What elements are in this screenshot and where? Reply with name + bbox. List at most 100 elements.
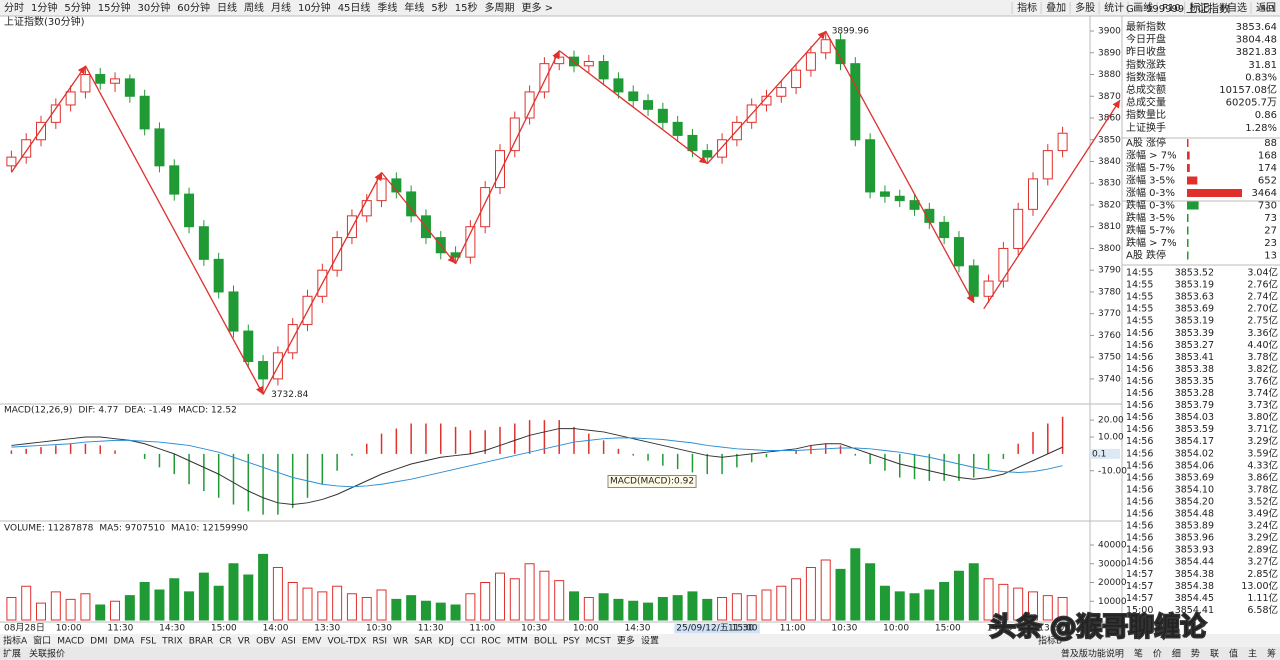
period-button[interactable]: 季线: [377, 1, 397, 14]
period-button[interactable]: 多周期: [485, 1, 515, 14]
tick-amount: 3.36亿: [1247, 327, 1278, 339]
period-button[interactable]: 年线: [404, 1, 424, 14]
indicator-tab[interactable]: VOL-TDX: [327, 637, 366, 647]
stat-label: 昨日收盘: [1126, 45, 1166, 58]
indicator-tab[interactable]: MACD: [57, 637, 84, 647]
period-button[interactable]: 10分钟: [298, 1, 331, 14]
indicator-tab[interactable]: 窗口: [33, 635, 51, 647]
candle-body: [124, 78, 135, 97]
period-button[interactable]: 分时: [4, 2, 24, 14]
indicator-tab[interactable]: KDJ: [438, 637, 454, 647]
y-tick-label: 3860: [1098, 114, 1121, 124]
footer-item[interactable]: 普及版功能说明: [1061, 648, 1124, 660]
footer-item[interactable]: 势: [1191, 648, 1200, 660]
indicator-tab[interactable]: ROC: [481, 637, 501, 647]
period-button[interactable]: 30分钟: [137, 1, 170, 14]
indicator-tab[interactable]: EMV: [302, 637, 322, 647]
indicator-tab[interactable]: DMI: [90, 637, 107, 647]
tool-button[interactable]: 多股: [1075, 1, 1095, 14]
candle-body: [791, 69, 802, 89]
indicator-tab[interactable]: MCST: [586, 637, 612, 647]
indicator-tab[interactable]: VR: [238, 637, 250, 647]
breadth-label: 涨幅 5-7%: [1126, 161, 1175, 174]
period-button[interactable]: 5秒: [431, 1, 447, 14]
tick-time: 14:56: [1126, 340, 1153, 351]
tool-button[interactable]: F10: [1162, 3, 1180, 14]
indicator-tab[interactable]: BRAR: [189, 637, 213, 647]
footer-item[interactable]: 主: [1248, 648, 1257, 660]
period-button[interactable]: 更多 >: [522, 1, 554, 14]
period-button[interactable]: 日线: [217, 1, 237, 14]
volume-bar: [509, 578, 520, 621]
x-label: 13:30: [314, 624, 340, 634]
indicator-tab[interactable]: 指标B: [1038, 635, 1062, 647]
volume-bar: [213, 585, 224, 621]
period-button[interactable]: 周线: [244, 1, 264, 14]
tool-button[interactable]: 画线: [1133, 1, 1153, 14]
candle-body: [805, 52, 816, 71]
indicator-tab[interactable]: 设置: [641, 636, 659, 647]
period-button[interactable]: 5分钟: [64, 1, 90, 14]
indicator-tab[interactable]: FSL: [140, 637, 156, 647]
footer-item[interactable]: 关联报价: [29, 648, 65, 660]
indicator-tab[interactable]: CR: [219, 637, 232, 647]
y-tick-label: 3790: [1098, 266, 1121, 276]
footer-item[interactable]: 笔: [1134, 648, 1143, 660]
period-button[interactable]: 1分钟: [31, 1, 57, 14]
watermark: 头条 @猴哥聊缠论: [990, 613, 1206, 643]
breadth-label: 涨幅 > 7%: [1126, 149, 1177, 162]
indicator-tab[interactable]: ASI: [281, 637, 296, 647]
period-button[interactable]: 月线: [271, 1, 291, 14]
indicator-tab[interactable]: TRIX: [161, 637, 183, 647]
indicator-tab[interactable]: WR: [393, 637, 408, 647]
tick-price: 3854.38: [1175, 581, 1214, 592]
volume-bar: [643, 602, 654, 621]
indicator-tab[interactable]: PSY: [563, 637, 580, 647]
tool-button[interactable]: 指标: [1017, 1, 1037, 14]
breadth-bar: [1187, 239, 1189, 247]
indicator-tab[interactable]: SAR: [414, 637, 432, 647]
volume-bar: [672, 595, 683, 621]
volume-bar: [1027, 591, 1038, 621]
tick-time: 14:56: [1126, 484, 1153, 495]
tick-amount: 3.04亿: [1247, 267, 1278, 279]
footer-item[interactable]: 价: [1153, 649, 1162, 660]
indicator-tab[interactable]: MTM: [507, 637, 528, 647]
tool-button[interactable]: 标记: [1190, 2, 1210, 14]
candle-body: [50, 104, 61, 123]
footer-item[interactable]: 值: [1229, 648, 1238, 660]
indicator-tab[interactable]: BOLL: [534, 637, 557, 647]
tick-price: 3853.63: [1175, 292, 1214, 303]
tick-price: 3854.44: [1175, 557, 1214, 568]
tool-button[interactable]: 叠加: [1046, 2, 1066, 14]
breadth-value: 13: [1264, 251, 1277, 262]
indicator-tab[interactable]: RSI: [372, 637, 387, 647]
tool-button[interactable]: +自选: [1219, 1, 1247, 14]
volume-bar: [465, 593, 476, 621]
breadth-value: 27: [1264, 226, 1277, 237]
breadth-bar: [1187, 164, 1190, 172]
tool-button[interactable]: 统计: [1104, 1, 1124, 14]
volume-bar: [776, 585, 787, 621]
period-button[interactable]: 15分钟: [98, 1, 131, 14]
volume-bar: [198, 572, 209, 621]
footer-bg: [0, 647, 1280, 660]
volume-bar: [139, 582, 150, 621]
footer-item[interactable]: 筹: [1267, 648, 1276, 660]
period-button[interactable]: 15秒: [455, 1, 478, 14]
indicator-tab[interactable]: DMA: [114, 637, 136, 647]
footer-item[interactable]: 联: [1210, 649, 1219, 660]
tick-time: 14:56: [1126, 352, 1153, 363]
footer-item[interactable]: 细: [1172, 648, 1181, 660]
footer-item[interactable]: 扩展: [3, 648, 21, 660]
indicator-tab[interactable]: 更多: [617, 635, 635, 647]
tool-button[interactable]: 返回: [1256, 2, 1276, 14]
indicator-tab[interactable]: 指标A: [3, 635, 28, 647]
indicator-tab[interactable]: OBV: [256, 637, 276, 647]
indicator-tab[interactable]: CCI: [460, 637, 475, 647]
stat-value: 1.28%: [1245, 123, 1277, 134]
candle-body: [968, 265, 979, 297]
period-button[interactable]: 60分钟: [177, 1, 210, 14]
period-button[interactable]: 45日线: [338, 1, 371, 14]
